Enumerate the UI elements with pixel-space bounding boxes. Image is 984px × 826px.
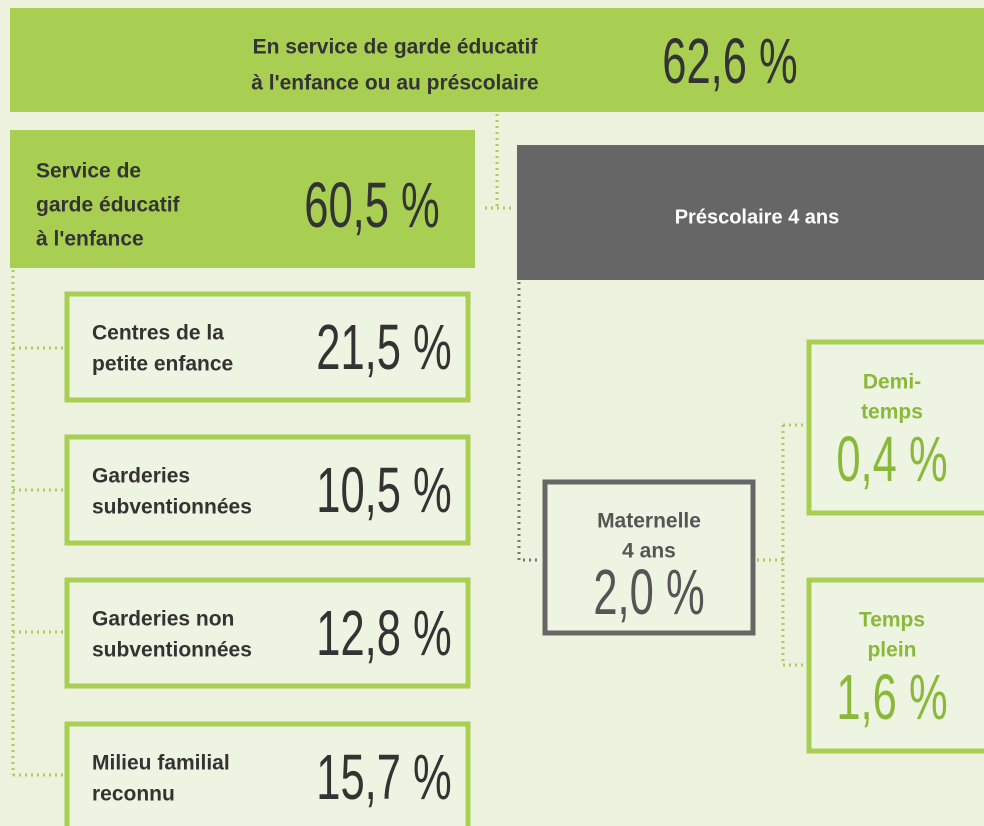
node-box xyxy=(64,291,471,403)
service-box xyxy=(10,130,475,268)
node-label: reconnu xyxy=(92,783,175,806)
maternelle-value: 2,0 % xyxy=(593,555,704,628)
node-label: Milieu familial xyxy=(92,752,230,775)
node-value: 15,7 % xyxy=(316,740,451,813)
node-box xyxy=(64,721,471,826)
node-label: Centres de la xyxy=(92,322,224,345)
node-label: subventionnées xyxy=(92,639,252,662)
node-box xyxy=(806,339,984,516)
node-box xyxy=(806,577,984,754)
node-value: 12,8 % xyxy=(316,596,451,669)
connector xyxy=(757,423,805,667)
node-label: temps xyxy=(861,401,923,424)
node-value: 1,6 % xyxy=(836,660,947,733)
node-label: subventionnées xyxy=(92,496,252,519)
service-label: à l'enfance xyxy=(36,228,144,251)
header-value: 62,6 % xyxy=(662,24,797,97)
node-value: 0,4 % xyxy=(836,422,947,495)
connector xyxy=(517,282,541,562)
node-box xyxy=(64,577,471,689)
connector xyxy=(11,270,63,777)
node-label: Temps xyxy=(859,609,925,632)
prescolaire-box xyxy=(517,145,984,280)
service-label: Service de xyxy=(36,160,141,183)
node-label: Garderies non xyxy=(92,608,234,631)
node-label: plein xyxy=(867,639,916,662)
service-label: garde éducatif xyxy=(36,194,181,217)
maternelle-box xyxy=(542,479,756,636)
node-label: Garderies xyxy=(92,465,190,488)
prescolaire-label: Préscolaire 4 ans xyxy=(675,206,840,228)
node-value: 10,5 % xyxy=(316,453,451,526)
node-label: Demi- xyxy=(863,371,921,394)
maternelle-label: Maternelle xyxy=(597,510,701,533)
header-label: à l'enfance ou au préscolaire xyxy=(251,72,538,95)
maternelle-label: 4 ans xyxy=(622,540,676,563)
header-label: En service de garde éducatif xyxy=(253,36,539,59)
node-value: 21,5 % xyxy=(316,310,451,383)
service-nodes: Centres de la petite enfance 21,5 % Garderi… xyxy=(64,291,471,826)
node-box xyxy=(64,434,471,546)
header-bar xyxy=(10,8,984,112)
node-label: petite enfance xyxy=(92,353,233,376)
service-value: 60,5 % xyxy=(304,168,439,241)
connector xyxy=(485,114,515,210)
